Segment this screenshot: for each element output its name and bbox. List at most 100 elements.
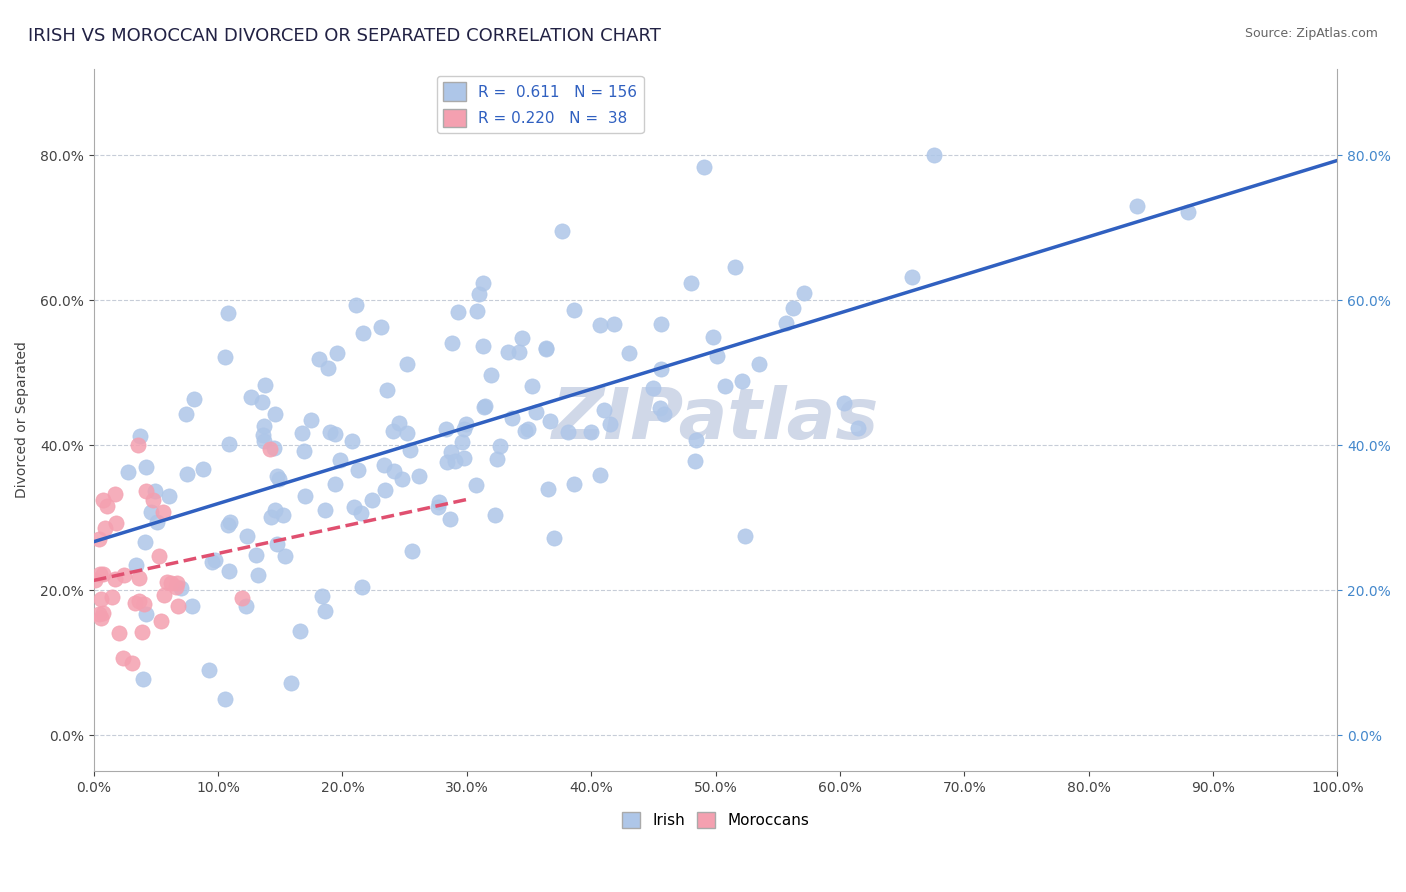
Point	[121, 656, 143, 670]
Point	[134, 535, 156, 549]
Point	[89, 532, 111, 546]
Point	[472, 339, 495, 353]
Point	[105, 516, 128, 530]
Point	[451, 434, 474, 449]
Point	[538, 414, 561, 428]
Point	[453, 451, 475, 466]
Point	[201, 555, 224, 569]
Point	[245, 548, 267, 562]
Point	[91, 567, 114, 582]
Point	[924, 148, 946, 162]
Point	[148, 549, 170, 564]
Point	[472, 401, 495, 415]
Point	[434, 422, 457, 436]
Point	[396, 425, 419, 440]
Point	[679, 276, 702, 290]
Point	[96, 500, 118, 514]
Point	[91, 606, 114, 620]
Point	[401, 544, 423, 558]
Point	[260, 510, 283, 524]
Point	[134, 460, 156, 475]
Point	[484, 508, 506, 523]
Point	[427, 494, 450, 508]
Point	[132, 672, 155, 686]
Point	[471, 276, 494, 290]
Point	[104, 572, 127, 586]
Point	[340, 434, 363, 449]
Point	[643, 381, 665, 395]
Point	[204, 553, 226, 567]
Point	[108, 626, 131, 640]
Point	[219, 515, 242, 529]
Point	[250, 395, 273, 409]
Point	[685, 433, 707, 447]
Point	[214, 350, 236, 364]
Point	[589, 467, 612, 482]
Point	[329, 453, 352, 467]
Point	[214, 692, 236, 706]
Point	[467, 304, 489, 318]
Point	[94, 521, 117, 535]
Point	[454, 417, 477, 432]
Point	[603, 317, 626, 331]
Point	[218, 306, 240, 320]
Point	[467, 286, 489, 301]
Point	[146, 516, 169, 530]
Point	[1177, 205, 1199, 219]
Point	[271, 508, 294, 522]
Point	[159, 489, 181, 503]
Point	[517, 422, 540, 436]
Point	[474, 399, 496, 413]
Point	[534, 342, 557, 356]
Point	[496, 344, 519, 359]
Point	[253, 434, 276, 449]
Point	[246, 567, 269, 582]
Point	[453, 422, 475, 436]
Point	[150, 614, 173, 628]
Point	[128, 571, 150, 585]
Point	[731, 374, 754, 388]
Point	[264, 502, 287, 516]
Point	[314, 604, 336, 618]
Point	[127, 438, 149, 452]
Point	[346, 463, 368, 477]
Point	[508, 344, 530, 359]
Point	[408, 469, 430, 483]
Point	[714, 379, 737, 393]
Point	[91, 492, 114, 507]
Point	[489, 439, 512, 453]
Point	[128, 429, 150, 443]
Point	[510, 330, 533, 344]
Point	[101, 590, 124, 604]
Point	[152, 505, 174, 519]
Point	[350, 507, 373, 521]
Point	[599, 417, 621, 432]
Point	[326, 346, 349, 360]
Point	[308, 351, 330, 366]
Point	[135, 483, 157, 498]
Point	[169, 581, 191, 595]
Point	[360, 493, 382, 508]
Point	[263, 441, 285, 455]
Point	[259, 442, 281, 457]
Point	[316, 360, 339, 375]
Point	[724, 260, 747, 275]
Point	[240, 390, 263, 404]
Point	[124, 596, 146, 610]
Point	[832, 395, 855, 409]
Point	[440, 445, 463, 459]
Point	[269, 472, 291, 486]
Point	[343, 500, 366, 515]
Point	[288, 624, 311, 638]
Point	[652, 407, 675, 421]
Point	[375, 383, 398, 397]
Point	[90, 592, 112, 607]
Point	[165, 580, 187, 594]
Point	[280, 676, 302, 690]
Point	[323, 476, 346, 491]
Point	[650, 317, 672, 331]
Point	[166, 576, 188, 591]
Point	[352, 326, 374, 341]
Point	[515, 424, 537, 438]
Point	[323, 426, 346, 441]
